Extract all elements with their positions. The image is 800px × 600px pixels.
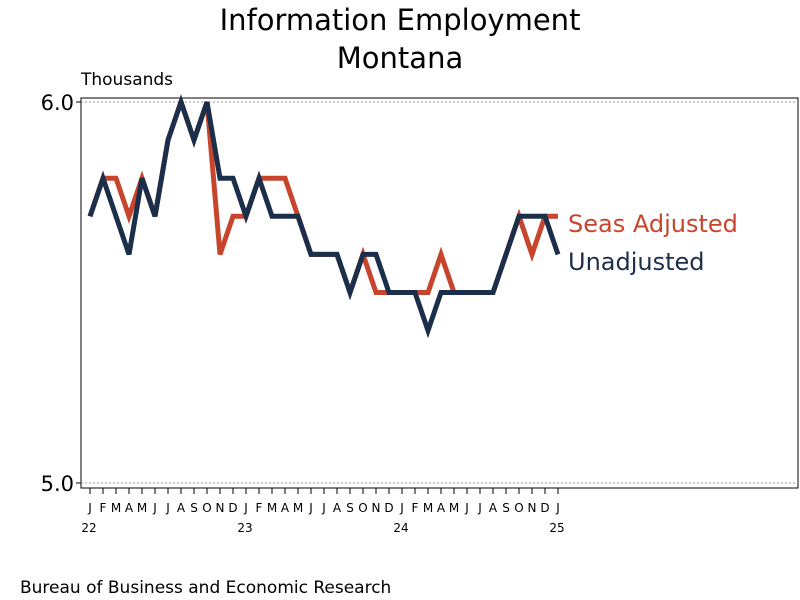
x-axis: J F M A M J J A S O N D J F M A M J J A S O N D J F M A M J J A S O N D J22 2… [81, 488, 565, 535]
x-tick-label: M [267, 501, 277, 515]
x-tick-label: M [423, 501, 433, 515]
plot-frame [80, 97, 799, 489]
x-year-label: 22 [81, 521, 96, 535]
x-year-label: 24 [393, 521, 408, 535]
x-tick-label: A [437, 501, 446, 515]
x-tick-label: A [125, 501, 134, 515]
x-year-label: 25 [549, 521, 564, 535]
x-tick-label: O [358, 501, 367, 515]
x-tick-label: A [177, 501, 186, 515]
y-tick-label: 5.0 [41, 472, 74, 496]
x-tick-label: J [165, 501, 170, 515]
x-tick-label: J [555, 501, 560, 515]
x-tick-label: A [281, 501, 290, 515]
x-tick-label: D [384, 501, 393, 515]
y-tick-label: 6.0 [41, 91, 74, 115]
y-axis-label: Thousands [80, 70, 173, 90]
legend-label-unadjusted: Unadjusted [568, 248, 705, 276]
x-tick-label: O [514, 501, 523, 515]
x-tick-label: M [111, 501, 121, 515]
x-tick-label: J [87, 501, 92, 515]
x-tick-label: J [308, 501, 313, 515]
x-tick-label: F [412, 501, 419, 515]
x-tick-label: J [464, 501, 469, 515]
y-axis: 5.0 6.0 [41, 91, 81, 496]
source-note: Bureau of Business and Economic Research [20, 578, 391, 598]
x-tick-label: A [333, 501, 342, 515]
series-line-unadjusted [87, 94, 561, 339]
x-tick-label: D [540, 501, 549, 515]
x-tick-label: A [489, 501, 498, 515]
x-tick-label: N [372, 501, 381, 515]
x-tick-label: J [477, 501, 482, 515]
legend-label-seas-adjusted: Seas Adjusted [568, 210, 738, 238]
x-tick-label: J [152, 501, 157, 515]
x-tick-label: J [399, 501, 404, 515]
x-tick-label: N [216, 501, 225, 515]
x-year-label: 23 [237, 521, 252, 535]
legend: Seas Adjusted Unadjusted [568, 210, 738, 276]
x-tick-label: J [321, 501, 326, 515]
x-tick-label: M [449, 501, 459, 515]
x-tick-label: J [243, 501, 248, 515]
x-tick-label: D [228, 501, 237, 515]
chart-title-line1: Information Employment [220, 3, 581, 37]
x-tick-label: M [293, 501, 303, 515]
x-tick-label: N [528, 501, 537, 515]
x-tick-label: F [256, 501, 263, 515]
x-tick-label: S [190, 501, 198, 515]
chart-title-line2: Montana [337, 41, 463, 75]
series-lines [87, 94, 561, 339]
x-tick-label: M [137, 501, 147, 515]
x-tick-label: S [346, 501, 354, 515]
x-tick-label: F [100, 501, 107, 515]
x-tick-label: S [502, 501, 510, 515]
x-tick-label: O [202, 501, 211, 515]
